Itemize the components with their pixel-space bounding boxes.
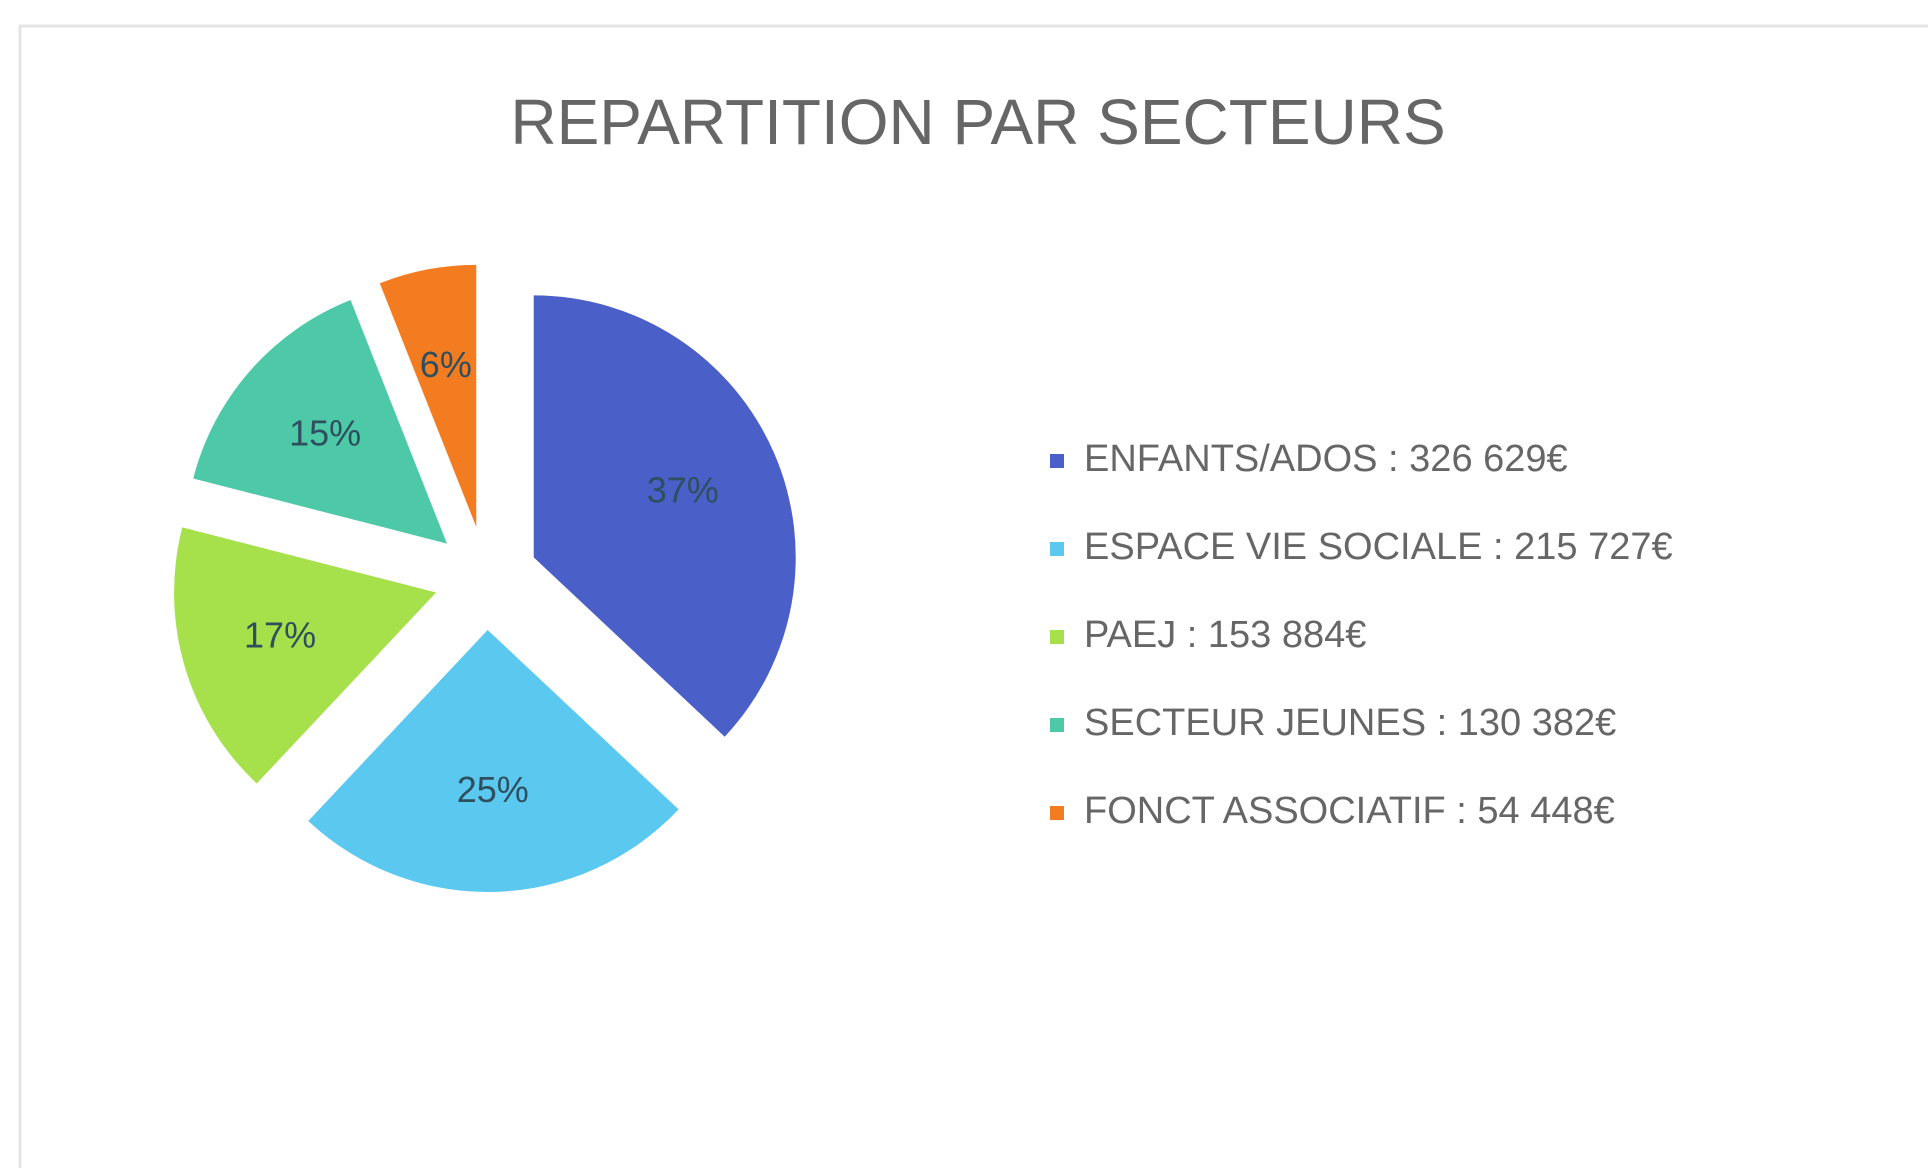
pie-slice [533,295,796,737]
pie-slice [308,629,679,892]
legend-marker [1050,542,1064,556]
legend-label: ESPACE VIE SOCIALE : 215 727€ [1084,526,1673,568]
chart-title: REPARTITION PAR SECTEURS [510,86,1445,158]
legend-marker [1050,454,1064,468]
data-label: 37% [647,469,719,510]
pie-slice [174,527,437,784]
data-label: 25% [457,769,529,810]
legend-label: PAEJ : 153 884€ [1084,614,1366,656]
data-label: 17% [244,614,316,655]
legend-marker [1050,630,1064,644]
data-label: 6% [420,344,472,385]
data-label: 15% [289,413,361,454]
legend-label: SECTEUR JEUNES : 130 382€ [1084,702,1616,744]
legend-label: ENFANTS/ADOS : 326 629€ [1084,438,1568,480]
legend-marker [1050,806,1064,820]
legend-marker [1050,718,1064,732]
legend-label: FONCT ASSOCIATIF : 54 448€ [1084,790,1615,832]
pie-slice [379,264,477,527]
pie-slice [193,300,447,544]
